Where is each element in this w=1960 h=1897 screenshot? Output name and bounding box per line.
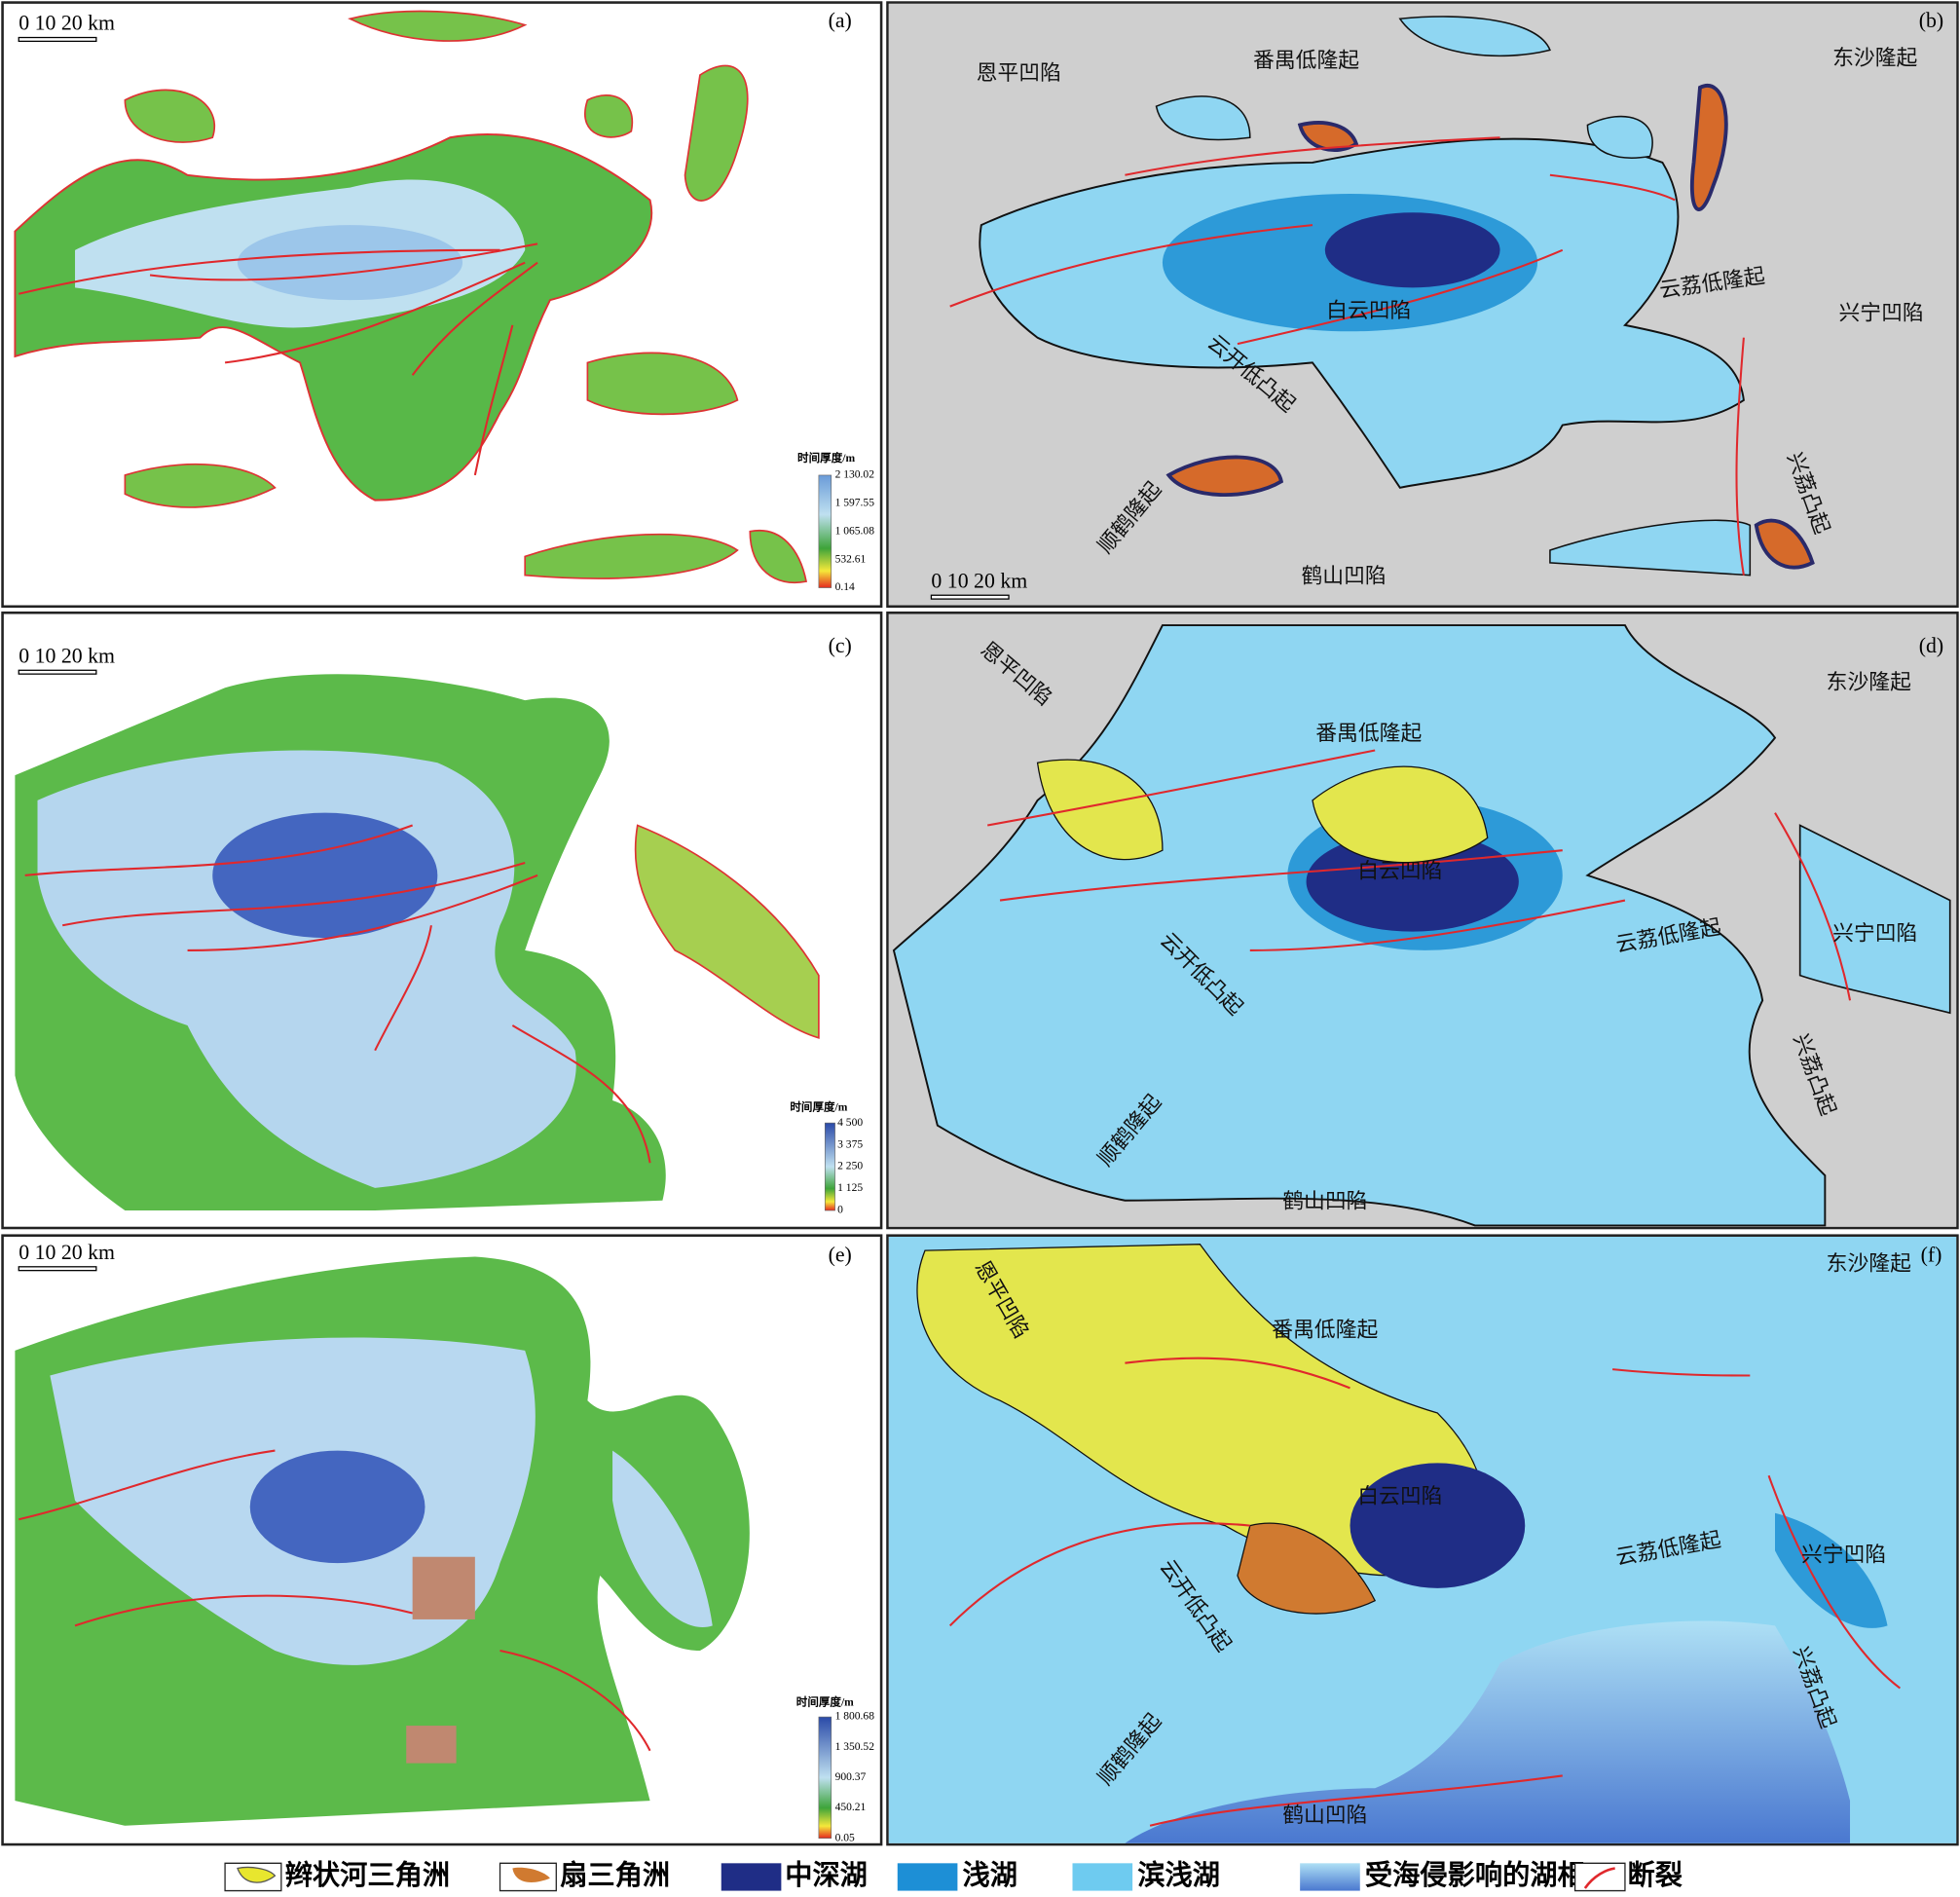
place-name: 白云凹陷 — [1357, 1484, 1442, 1507]
panel-label: (e) — [829, 1244, 852, 1267]
place-name: 白云凹陷 — [1357, 859, 1442, 882]
colorbar-title: 时间厚度/m — [796, 1695, 854, 1709]
scale-bar-label: 0 10 20 km — [18, 12, 115, 35]
legend-label: 滨浅湖 — [1137, 1860, 1220, 1891]
place-name: 番禺低隆起 — [1315, 722, 1422, 745]
scale-bar — [18, 1266, 97, 1272]
colorbar-tick-label: 450.21 — [835, 1802, 867, 1813]
panel-label: (c) — [829, 634, 852, 657]
place-name: 鹤山凹陷 — [1282, 1189, 1367, 1212]
place-name: 兴宁凹陷 — [1832, 922, 1917, 946]
panel-frames — [1, 1, 1959, 1846]
colorbar-tick-label: 1 065.08 — [835, 525, 875, 537]
scale-bar — [930, 594, 1010, 600]
place-name: 东沙隆起 — [1827, 670, 1911, 693]
place-name: 兴宁凹陷 — [1801, 1544, 1886, 1567]
colorbar-tick-label: 0.14 — [835, 581, 855, 593]
colorbar-tick-label: 4 500 — [837, 1117, 863, 1129]
colorbar-tick-label: 3 375 — [837, 1138, 863, 1150]
colorbar-tick-label: 1 597.55 — [835, 498, 875, 509]
legend-label: 辫状河三角洲 — [285, 1859, 450, 1891]
legend-label: 断裂 — [1628, 1859, 1683, 1891]
panel-label: (b) — [1919, 9, 1943, 32]
colorbar-tick-label: 0.05 — [835, 1832, 855, 1843]
place-name: 东沙隆起 — [1832, 47, 1917, 70]
panel-label: (d) — [1919, 634, 1943, 657]
place-name: 番禺低隆起 — [1272, 1319, 1378, 1342]
colorbar-tick-label: 1 350.52 — [835, 1741, 875, 1753]
facies-map-b — [888, 3, 1957, 606]
scale-bar — [18, 36, 97, 43]
colorbar-title: 时间厚度/m — [790, 1099, 847, 1113]
legend-label: 浅湖 — [963, 1860, 1017, 1891]
colorbar-tick-label: 900.37 — [835, 1771, 867, 1783]
place-name: 东沙隆起 — [1827, 1252, 1911, 1276]
place-name: 白云凹陷 — [1326, 299, 1411, 322]
place-name: 兴宁凹陷 — [1839, 302, 1924, 325]
panel-label: (a) — [829, 9, 852, 32]
scale-bar-label: 0 10 20 km — [931, 569, 1027, 592]
colorbar-tick-label: 1 125 — [837, 1182, 863, 1194]
legend-label: 受海侵影响的湖相 — [1365, 1859, 1585, 1891]
colorbar-tick-label: 2 130.02 — [835, 469, 875, 481]
legend — [224, 1862, 1626, 1892]
legend-label: 扇三角洲 — [560, 1859, 670, 1891]
place-name: 鹤山凹陷 — [1282, 1804, 1367, 1827]
colorbar-title: 时间厚度/m — [797, 451, 855, 465]
scale-bar-label: 0 10 20 km — [18, 644, 115, 667]
thickness-map-a — [14, 10, 832, 588]
thickness-map-e — [15, 1256, 832, 1839]
colorbar-tick-label: 0 — [837, 1205, 843, 1216]
place-name: 番禺低隆起 — [1253, 49, 1359, 72]
scale-bar-label: 0 10 20 km — [18, 1241, 115, 1264]
colorbar-tick-label: 1 800.68 — [835, 1711, 875, 1723]
place-name: 恩平凹陷 — [977, 61, 1061, 85]
colorbar-tick-label: 2 250 — [837, 1161, 863, 1172]
panel-label: (f) — [1921, 1244, 1942, 1267]
thickness-map-c — [15, 674, 835, 1211]
colorbar-tick-label: 532.61 — [835, 553, 867, 565]
facies-map-d — [888, 614, 1957, 1227]
facies-map-f — [888, 1236, 1957, 1843]
legend-label: 中深湖 — [785, 1860, 868, 1891]
scale-bar — [18, 669, 97, 675]
place-name: 鹤山凹陷 — [1301, 564, 1386, 587]
